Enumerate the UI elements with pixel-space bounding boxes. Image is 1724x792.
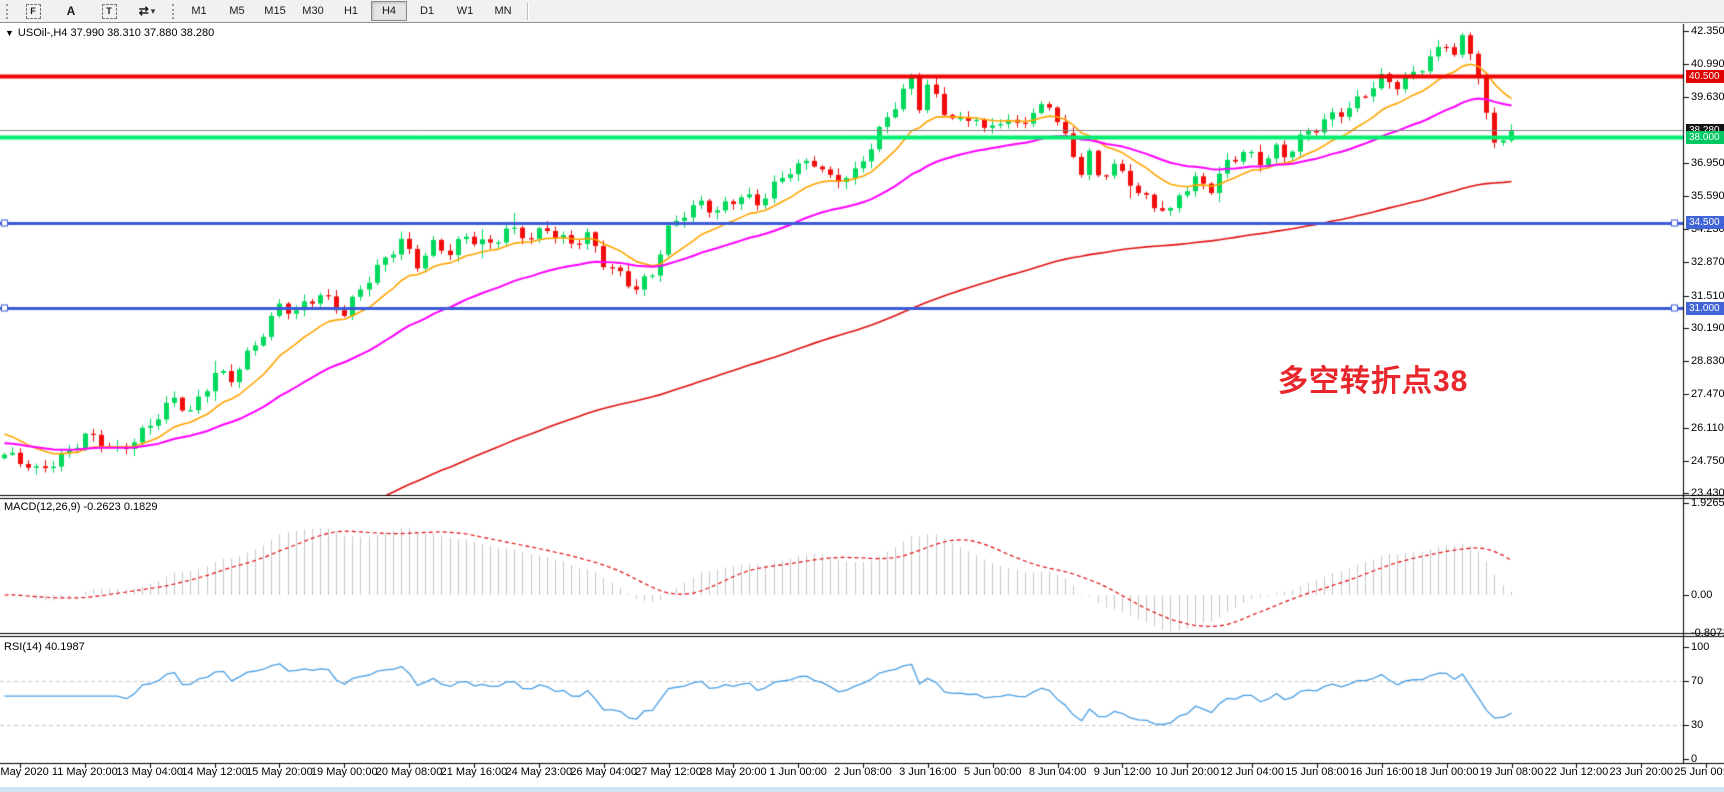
time-axis-label: 27 May 12:00 [635, 766, 702, 778]
time-axis-label: 2 Jun 08:00 [834, 766, 892, 778]
time-axis-label: 20 May 08:00 [375, 766, 443, 778]
time-axis-label: 13 May 04:00 [116, 766, 184, 778]
price-axis-tick: 40.990 [1691, 58, 1724, 71]
time-axis-label: 10 Jun 20:00 [1155, 766, 1220, 778]
time-axis-label: 19 Jun 08:00 [1479, 766, 1544, 778]
time-axis-label: 19 May 00:00 [310, 766, 378, 778]
price-level-badge: 31.000 [1686, 301, 1724, 315]
timeframe-button-h1[interactable]: H1 [343, 5, 359, 17]
price-axis-tick: 27.470 [1691, 388, 1724, 401]
price-axis-tick: 23.430 [1691, 486, 1724, 499]
time-axis-label: 3 Jun 16:00 [899, 766, 957, 778]
time-axis-label: 23 Jun 20:00 [1609, 766, 1674, 778]
price-axis-tick: 31.510 [1691, 289, 1724, 302]
time-axis-label: 8 Jun 04:00 [1028, 766, 1087, 778]
toolbar-grip[interactable] [172, 3, 174, 19]
toolbar: F A T ⇄ ▾ M1 M5 M15 M30 H1 H4 D1 W1 MN [0, 0, 1724, 23]
f-frame-icon: F [25, 3, 41, 19]
time-axis-label: 1 Jun 00:00 [769, 766, 827, 778]
time-axis-label: 15 May 20:00 [246, 766, 313, 778]
toolbar-button-f-frame-icon[interactable]: F [15, 1, 51, 21]
symbol-ohlc-line: ▼ USOil-,H4 37.990 38.310 37.880 38.280 [5, 27, 214, 39]
time-axis-label: 15 Jun 08:00 [1285, 766, 1349, 778]
time-axis-label: 28 May 20:00 [700, 766, 767, 778]
toolbar-separator [527, 2, 529, 20]
rsi-axis-value: 100 [1691, 641, 1710, 653]
time-axis-label: 16 Jun 16:00 [1350, 766, 1414, 778]
time-axis-label: 5 Jun 00:00 [964, 766, 1022, 778]
timeframe-button-m30[interactable]: M30 [302, 5, 324, 17]
price-level-badge: 34.500 [1686, 216, 1724, 230]
macd-axis-value: 0.00 [1691, 589, 1713, 601]
time-axis-label: 11 May 20:00 [51, 766, 118, 778]
toolbar-button-text-a-icon[interactable]: A [53, 1, 89, 21]
chart-symbol-caret[interactable]: ▼ [5, 28, 14, 38]
time-axis-label: 24 May 23:00 [505, 766, 573, 778]
price-axis-tick: 35.590 [1691, 190, 1724, 203]
price-axis-tick: 26.110 [1691, 421, 1724, 434]
text-label-t-icon: T [101, 3, 117, 19]
price-axis-tick: 42.350 [1691, 25, 1724, 37]
time-axis-label: 21 May 16:00 [440, 766, 508, 778]
text-a-icon: A [66, 4, 76, 18]
macd-axis-value: 1.9265 [1691, 497, 1724, 510]
time-axis-label: 14 May 12:00 [181, 766, 248, 778]
rsi-indicator-label: RSI(14) 40.1987 [4, 641, 85, 653]
toolbar-button-text-label-t-icon[interactable]: T [91, 1, 127, 21]
price-level-badge: 40.500 [1686, 69, 1724, 83]
timeframe-button-m15[interactable]: M15 [264, 5, 286, 17]
time-axis-label: 8 May 2020 [0, 766, 49, 778]
price-axis-tick: 30.190 [1691, 321, 1724, 334]
rsi-axis-value: 70 [1691, 674, 1704, 687]
time-axis-label: 26 May 04:00 [570, 766, 637, 778]
caret-down-icon[interactable]: ▾ [150, 5, 156, 16]
timeframe-button-d1[interactable]: D1 [419, 5, 435, 17]
timeframe-button-mn[interactable]: MN [494, 5, 512, 17]
symbol-ohlc-text: USOil-,H4 37.990 38.310 37.880 38.280 [17, 27, 215, 39]
rsi-axis-value: 30 [1691, 719, 1704, 732]
time-axis-label: 12 Jun 04:00 [1220, 766, 1284, 778]
toolbar-button-swap-arrows-icon[interactable]: ⇄ ▾ [129, 1, 165, 21]
chart-text-annotation: 多空转折点38 [1278, 365, 1469, 398]
timeframe-button-h4[interactable]: H4 [371, 1, 407, 21]
price-axis-tick: 28.830 [1691, 355, 1724, 368]
timeframe-button-m1[interactable]: M1 [191, 5, 207, 17]
price-axis-tick: 24.750 [1691, 454, 1724, 467]
price-axis-tick: 39.630 [1691, 91, 1724, 104]
window-bottom-strip [0, 787, 1724, 792]
macd-indicator-label: MACD(12,26,9) -0.2623 0.1829 [4, 501, 158, 513]
swap-arrows-icon: ⇄ [138, 4, 149, 18]
price-axis-tick: 36.950 [1691, 156, 1724, 169]
price-axis-tick: 32.870 [1691, 256, 1724, 269]
toolbar-grip[interactable] [6, 3, 8, 19]
price-level-badge: 38.000 [1686, 130, 1724, 144]
time-axis-label: 25 Jun 00:00 [1674, 766, 1724, 778]
timeframe-button-w1[interactable]: W1 [456, 5, 474, 17]
rsi-axis-value: 0 [1691, 753, 1698, 765]
timeframe-button-m5[interactable]: M5 [229, 5, 245, 17]
time-axis-label: 18 Jun 00:00 [1414, 766, 1479, 778]
time-axis-label: 22 Jun 12:00 [1544, 766, 1609, 778]
time-axis-label: 9 Jun 12:00 [1093, 766, 1152, 778]
